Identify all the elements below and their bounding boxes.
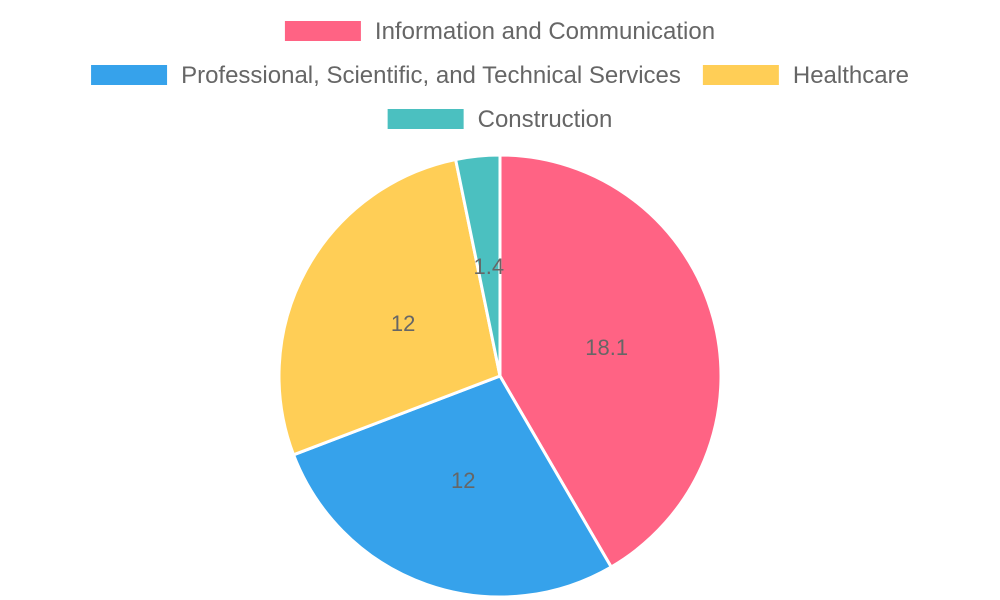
legend-swatch-construction	[387, 109, 464, 129]
legend-item-information-and-communication[interactable]: Information and Communication	[284, 18, 715, 45]
legend: Information and Communication Professiona…	[91, 18, 909, 133]
legend-item-healthcare[interactable]: Healthcare	[702, 62, 909, 89]
legend-swatch-healthcare	[702, 65, 779, 85]
slice-labels: 18.1 12 12 1.4	[391, 254, 628, 493]
legend-item-professional-scientific-and-technical-services[interactable]: Professional, Scientific, and Technical …	[91, 62, 681, 89]
pie-slice-professional-scientific-and-technical-services[interactable]	[292, 374, 613, 599]
slice-value-label-healthcare: 12	[391, 311, 415, 336]
legend-label-information-and-communication: Information and Communication	[375, 18, 715, 45]
pie-slice-information-and-communication[interactable]	[498, 153, 723, 569]
legend-swatch-professional-scientific-and-technical-services	[91, 65, 168, 85]
legend-swatch-information-and-communication	[284, 21, 361, 41]
slice-value-label-construction: 1.4	[474, 254, 505, 279]
slice-value-label-professional-scientific-and-technical-services: 12	[451, 468, 475, 493]
slice-value-label-information-and-communication: 18.1	[585, 335, 628, 360]
legend-label-professional-scientific-and-technical-services: Professional, Scientific, and Technical …	[181, 62, 681, 89]
legend-item-construction[interactable]: Construction	[387, 106, 613, 133]
pie-slice-construction[interactable]	[454, 153, 502, 378]
pie-slices	[277, 153, 723, 599]
pie-slice-healthcare[interactable]	[277, 158, 502, 457]
legend-label-healthcare: Healthcare	[793, 62, 909, 89]
legend-label-construction: Construction	[478, 106, 613, 133]
